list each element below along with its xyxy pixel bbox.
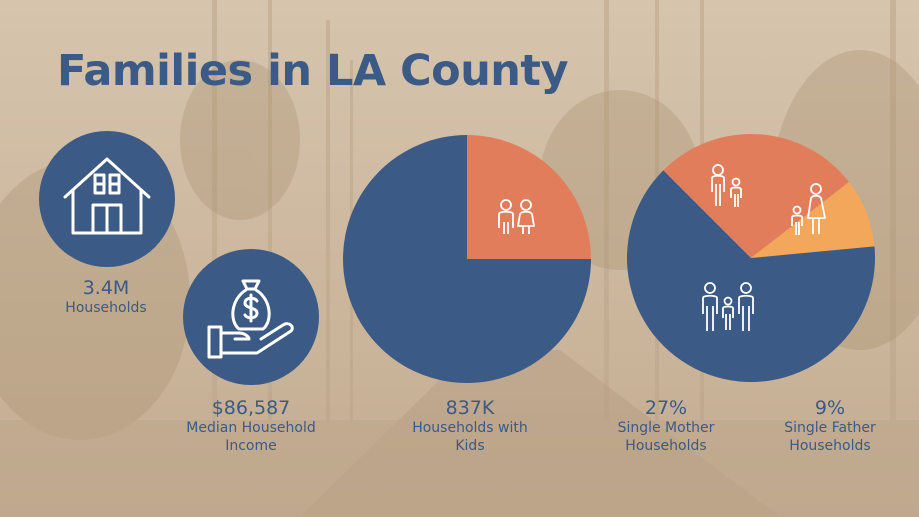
stat-value: 837K xyxy=(395,398,545,419)
stat-label-line: Single Father xyxy=(766,419,894,437)
stat-value: 27% xyxy=(600,398,732,419)
stat-label-line: Households xyxy=(766,437,894,455)
stat-single-father: 9% Single Father Households xyxy=(766,398,894,455)
stat-households: 3.4M Households xyxy=(56,278,156,317)
father-child-icon xyxy=(712,165,741,207)
stat-label: Households xyxy=(56,299,156,317)
stat-value: 9% xyxy=(766,398,894,419)
stat-single-mother: 27% Single Mother Households xyxy=(600,398,732,455)
stat-label-line: Households with xyxy=(395,419,545,437)
stat-label-line: Kids xyxy=(395,437,545,455)
family-icon xyxy=(703,283,753,331)
stat-label-line: Households xyxy=(600,437,732,455)
stat-label-line: Median Household xyxy=(170,419,332,437)
stat-label-line: Income xyxy=(170,437,332,455)
stat-median-income: $86,587 Median Household Income xyxy=(170,398,332,455)
stat-label-line: Single Mother xyxy=(600,419,732,437)
family-kids-icon xyxy=(499,200,534,234)
mother-child-icon xyxy=(792,184,825,235)
stat-value: 3.4M xyxy=(56,278,156,299)
stat-households-with-kids: 837K Households with Kids xyxy=(395,398,545,455)
stat-value: $86,587 xyxy=(170,398,332,419)
